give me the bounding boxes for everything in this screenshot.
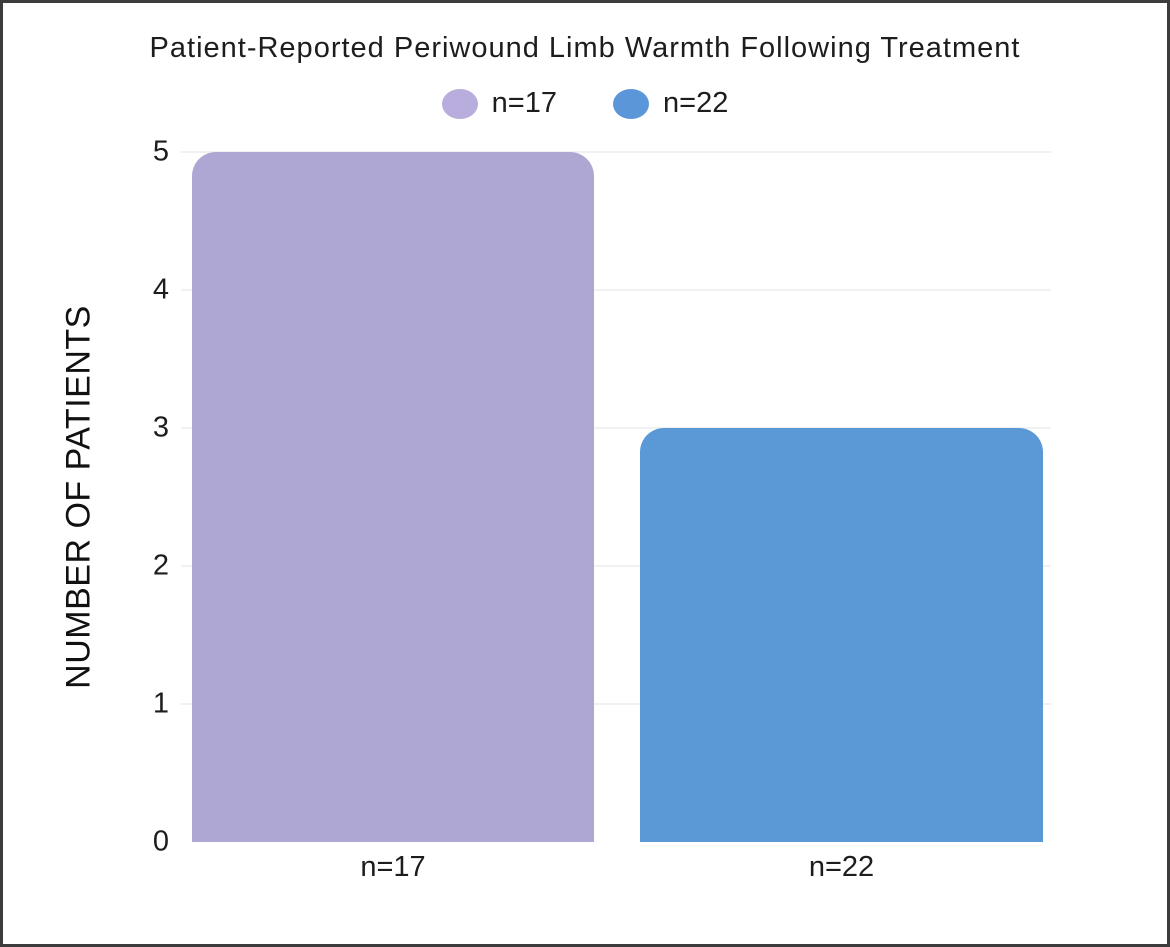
x-tick-label: n=17 [360,851,426,883]
gridline [181,151,1051,153]
x-tick-label: n=22 [808,851,875,883]
y-tick-label: 1 [152,687,169,720]
y-tick-label: 3 [152,411,169,444]
bar-n-17 [192,152,594,842]
y-tick-label: 4 [152,273,169,306]
legend-label: n=22 [663,87,729,119]
legend: n=17 n=22 [3,87,1167,120]
gridline [181,565,1051,567]
legend-label: n=17 [491,87,557,119]
legend-swatch-icon [441,88,478,119]
gridline [181,289,1051,291]
bar-n-22 [640,428,1043,842]
y-axis-title: NUMBER OF PATIENTS [59,305,98,689]
legend-swatch-icon [613,88,649,119]
legend-item: n=17 [441,87,557,120]
y-tick-label: 2 [152,549,169,582]
chart-title: Patient-Reported Periwound Limb Warmth F… [149,32,1021,64]
y-tick-label: 5 [152,135,169,168]
gridline [181,703,1051,705]
y-tick-label: 0 [152,825,169,858]
legend-item: n=22 [613,87,728,120]
gridline [181,427,1051,429]
